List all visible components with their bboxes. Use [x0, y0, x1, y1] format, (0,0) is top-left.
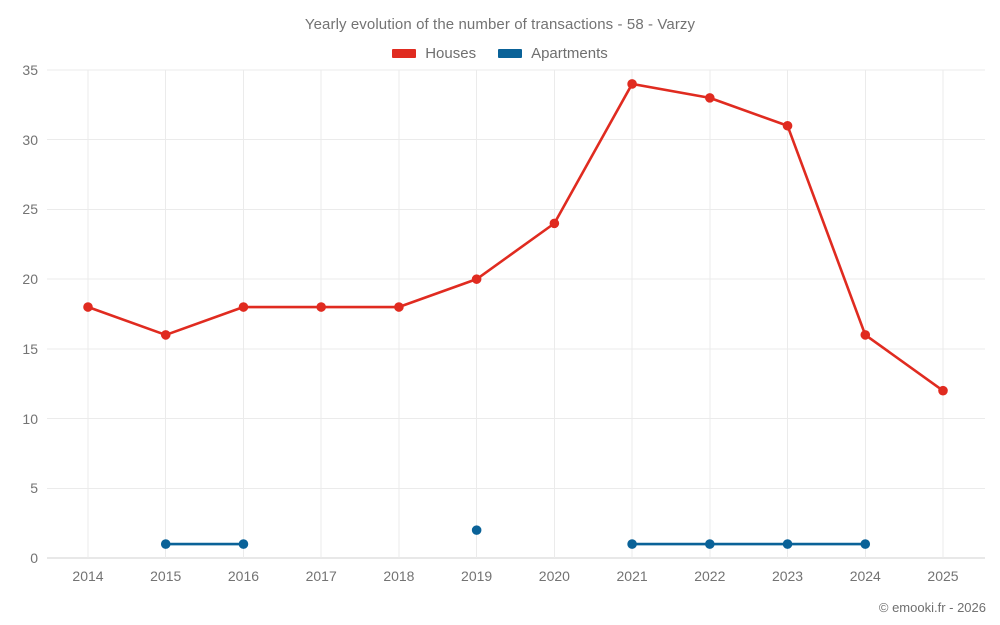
data-point — [860, 539, 871, 549]
x-tick-label: 2016 — [227, 568, 260, 584]
legend-item-houses[interactable]: Houses — [392, 45, 476, 62]
data-point — [782, 120, 793, 131]
data-point — [549, 218, 560, 229]
y-tick-label: 35 — [22, 62, 38, 78]
x-axis-tick-labels: 2014 2015 2016 2017 2018 2019 2020 2021 2022 2023… — [47, 562, 985, 588]
data-point — [471, 274, 482, 284]
x-tick-label: 2021 — [616, 568, 648, 584]
data-point — [394, 302, 404, 312]
y-tick-label: 25 — [22, 201, 38, 218]
line-swatch-icon — [392, 49, 417, 58]
line-swatch-icon — [498, 49, 523, 58]
y-tick-label: 30 — [22, 131, 38, 148]
data-point — [938, 385, 948, 396]
data-point — [627, 539, 637, 549]
plot-canvas — [47, 69, 985, 559]
data-point — [782, 539, 793, 549]
data-point — [705, 93, 715, 103]
x-tick-label: 2022 — [694, 568, 726, 584]
x-tick-label: 2024 — [849, 568, 881, 584]
legend-item-apartments[interactable]: Apartments — [498, 45, 608, 62]
x-tick-label: 2014 — [72, 568, 104, 584]
data-point — [160, 330, 171, 340]
series-apartments — [160, 525, 871, 549]
data-point — [83, 302, 93, 312]
data-point — [238, 539, 249, 549]
y-tick-label: 0 — [30, 550, 38, 566]
x-tick-label: 2020 — [538, 568, 570, 584]
y-tick-label: 5 — [30, 480, 38, 497]
chart-title: Yearly evolution of the number of transa… — [304, 16, 696, 33]
data-point — [238, 302, 249, 312]
y-tick-label: 10 — [22, 410, 38, 427]
y-tick-label: 20 — [22, 271, 38, 288]
y-tick-label: 15 — [22, 340, 38, 357]
data-point — [705, 539, 715, 549]
data-point — [627, 79, 637, 89]
data-point — [160, 539, 171, 549]
legend-label-houses: Houses — [425, 45, 477, 62]
data-point — [860, 330, 871, 340]
x-tick-label: 2023 — [771, 568, 804, 584]
data-point — [471, 525, 482, 535]
chart-legend: Houses Apartments — [0, 45, 1000, 62]
series-houses — [83, 79, 948, 396]
y-axis-tick-labels: 0 5 10 15 20 25 30 35 — [0, 62, 38, 566]
grid-lines-vertical — [87, 70, 944, 558]
x-tick-label: 2025 — [927, 568, 959, 584]
x-tick-label: 2017 — [305, 568, 337, 584]
footer-credit: © emooki.fr - 2026 — [878, 600, 986, 615]
grid-lines — [47, 69, 985, 559]
data-point — [316, 302, 326, 312]
x-tick-label: 2015 — [150, 568, 182, 584]
x-tick-label: 2018 — [383, 568, 415, 584]
legend-label-apartments: Apartments — [531, 45, 608, 62]
x-tick-label: 2019 — [461, 568, 493, 584]
plot-area — [47, 69, 985, 559]
